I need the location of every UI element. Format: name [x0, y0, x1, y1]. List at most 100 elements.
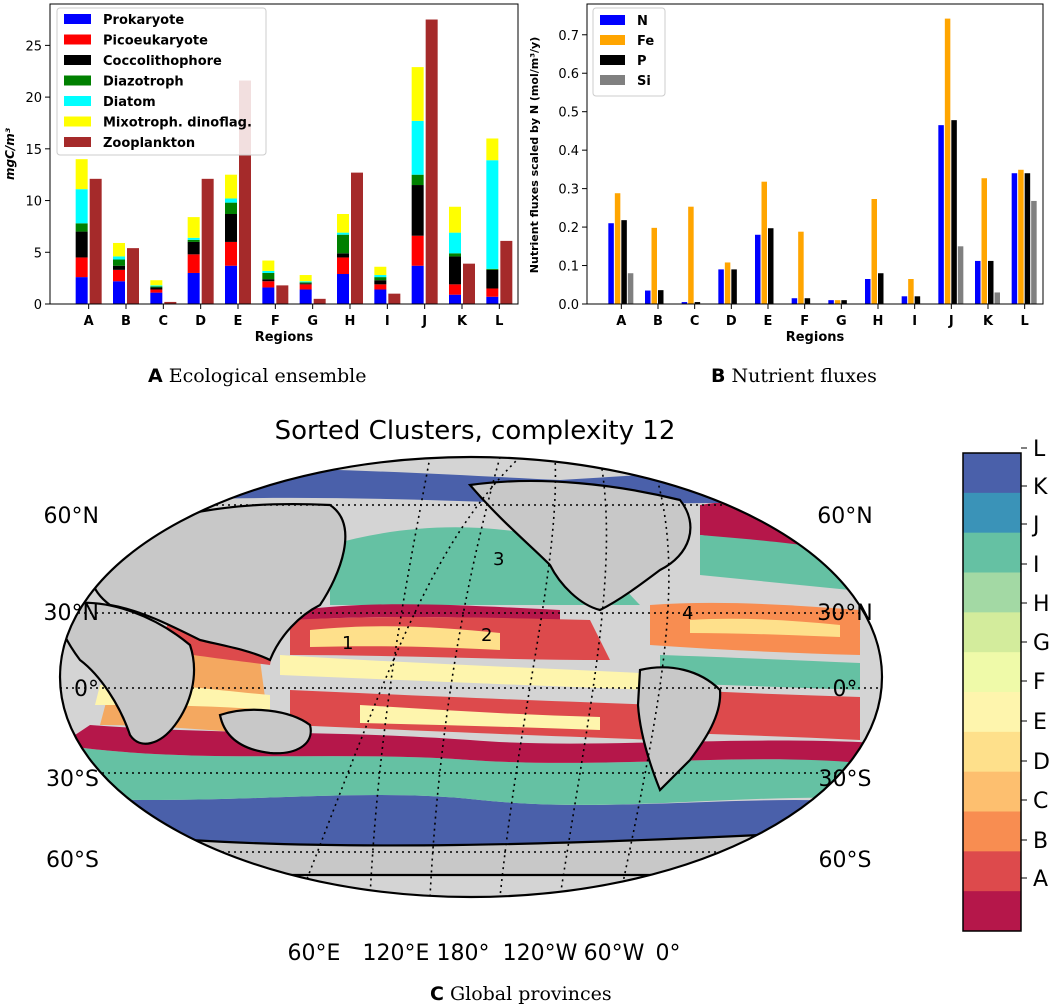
bar-prokaryote-D — [187, 272, 200, 304]
x-axis-label: Regions — [786, 330, 845, 345]
bar-diazotroph-F — [262, 272, 275, 280]
x-tick-label: J — [421, 314, 427, 329]
province-south-atlantic — [680, 690, 860, 740]
bar-prokaryote-C — [150, 292, 163, 304]
x-tick-label: K — [457, 314, 468, 329]
bar-n-C — [681, 302, 688, 304]
bar-zooplankton-D — [201, 178, 214, 304]
colorbar-swatch — [963, 532, 1021, 573]
legend-frame — [592, 7, 666, 97]
globe-outline — [58, 455, 884, 899]
map-title: Sorted Clusters, complexity 12 — [275, 416, 676, 446]
bar-p-A — [621, 220, 627, 304]
bar-picoeukaryote-J — [411, 235, 424, 266]
bar-coccolithophore-L — [486, 269, 499, 289]
legend: Prokaryote Picoeukaryote Coccolithophore Di… — [56, 7, 267, 156]
province-atlantic-yellow — [690, 618, 840, 637]
lon-label: 180° — [437, 941, 490, 966]
legend-swatch — [64, 14, 91, 24]
x-tick-label: D — [195, 314, 206, 329]
bar-mixotroph-dinoflag--B — [113, 242, 125, 257]
bar-prokaryote-G — [299, 289, 312, 304]
lat-label-left: 60°N — [44, 504, 99, 529]
bar-picoeukaryote-D — [187, 254, 200, 273]
bar-p-E — [768, 228, 774, 304]
nutrient-fluxes-chart: 0.0 0.1 0.2 0.3 0.4 0.5 0.6 0.7 A B C D E F G H I J K L Nu… — [528, 3, 1044, 345]
x-tick-label: G — [836, 314, 847, 329]
bar-diatom-H — [337, 232, 349, 235]
bar-p-L — [1024, 173, 1031, 304]
bar-picoeukaryote-L — [486, 288, 499, 297]
colorbar-frame — [962, 452, 1022, 932]
bar-diatom-C — [150, 285, 163, 287]
y-tick-label: 0.4 — [558, 144, 579, 159]
region-numbers: 1 2 3 4 — [342, 549, 693, 654]
bar-diatom-J — [411, 120, 424, 175]
bar-coccolithophore-F — [262, 279, 275, 282]
colorbar-swatch — [963, 811, 1021, 852]
bar-fe-K — [981, 178, 987, 304]
bar-diazotroph-I — [374, 277, 387, 281]
bar-diatom-K — [449, 232, 461, 254]
legend-label: Diatom — [103, 95, 156, 110]
colorbar-label: G — [1033, 631, 1050, 656]
x-tick-label: I — [385, 314, 390, 329]
colorbar-swatch — [963, 492, 1021, 534]
lon-label: 60°W — [584, 941, 645, 966]
bar-zooplankton-I — [388, 293, 401, 304]
bar-prokaryote-F — [262, 287, 275, 304]
bar-fe-L — [1018, 169, 1024, 304]
colorbar-swatch — [963, 612, 1021, 653]
x-tick-label: B — [121, 314, 131, 329]
x-tick-label: J — [948, 314, 954, 329]
bar-diazotroph-C — [150, 286, 163, 288]
lat-label-right: 60°N — [817, 504, 872, 529]
legend-label: N — [637, 14, 648, 29]
bar-n-L — [1011, 173, 1018, 304]
bar-prokaryote-B — [113, 281, 125, 304]
lat-label-right: 30°S — [819, 767, 872, 792]
bar-diazotroph-B — [113, 259, 125, 266]
y-axis-label: Nutrient fluxes scaled by N (mol/m³/y) — [528, 37, 541, 273]
bar-si-A — [627, 273, 634, 304]
bar-mixotroph-dinoflag--F — [262, 260, 275, 271]
bar-p-G — [841, 300, 847, 304]
lon-label: 60°E — [288, 941, 341, 966]
x-tick-label: A — [84, 314, 94, 329]
colorbar-swatch — [963, 891, 1021, 932]
x-axis-label: Regions — [255, 330, 314, 345]
y-tick-label: 0.5 — [558, 106, 579, 121]
bar-diatom-D — [187, 237, 200, 240]
bar-mixotroph-dinoflag--D — [187, 217, 200, 238]
bar-zooplankton-A — [89, 178, 102, 304]
colorbar-label: L — [1033, 437, 1046, 462]
y-tick-label: 0.0 — [558, 298, 579, 313]
y-tick-label: 0.1 — [558, 260, 579, 275]
bar-p-I — [914, 296, 921, 304]
legend-swatch — [64, 55, 91, 65]
y-tick-label: 0.6 — [558, 67, 579, 82]
legend-label: P — [637, 54, 647, 69]
lat-label-left: 30°N — [44, 601, 99, 626]
colorbar-swatch — [963, 652, 1021, 693]
legend-label: Si — [637, 74, 651, 89]
x-tick-label: H — [345, 314, 356, 329]
bar-diazotroph-J — [411, 174, 424, 186]
colorbar-label: J — [1031, 513, 1040, 538]
legend-label: Mixotroph. dinoflag. — [103, 116, 252, 131]
y-tick-label: 0.2 — [558, 221, 579, 236]
lat-label-right: 60°S — [819, 848, 872, 873]
colorbar-swatch — [963, 572, 1021, 613]
panel-c-caption: C Global provinces — [430, 983, 612, 1005]
bar-diazotroph-A — [75, 223, 88, 232]
region-number-3: 3 — [493, 549, 504, 570]
bar-mixotroph-dinoflag--A — [75, 159, 88, 190]
bar-picoeukaryote-I — [374, 284, 387, 290]
legend-label: Fe — [637, 34, 654, 49]
bar-n-K — [975, 260, 981, 304]
bar-picoeukaryote-E — [225, 241, 237, 266]
bar-coccolithophore-I — [374, 280, 387, 285]
bar-coccolithophore-B — [113, 265, 125, 270]
colorbar-swatch — [963, 692, 1021, 733]
bar-fe-D — [724, 262, 731, 304]
